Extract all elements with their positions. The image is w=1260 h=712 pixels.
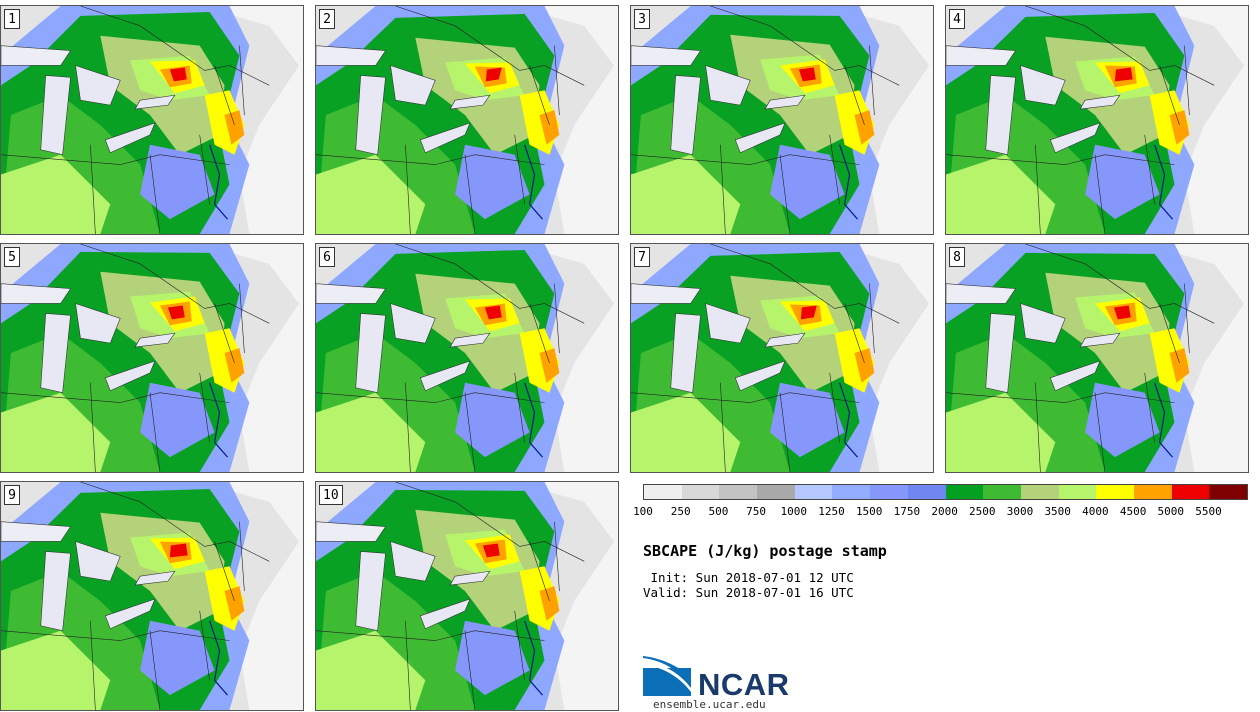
member-number-label: 5 — [4, 247, 20, 267]
site-url: ensemble.ucar.edu — [653, 698, 766, 711]
member-number-label: 1 — [4, 9, 20, 29]
sbcape-map-graphic — [1, 6, 303, 234]
colorbar-tick-label: 5500 — [1195, 505, 1222, 518]
member-number-label: 3 — [634, 9, 650, 29]
colorbar-tick-label: 3000 — [1006, 505, 1034, 518]
colorbar-tick-label: 750 — [746, 505, 767, 518]
colorbar-segment — [1096, 485, 1134, 499]
sbcape-colorbar — [643, 484, 1248, 500]
colorbar-segment — [719, 485, 758, 499]
member-number-label: 8 — [949, 247, 965, 267]
sbcape-map-graphic — [316, 6, 618, 234]
ensemble-member-map: 1 — [0, 5, 304, 235]
colorbar-tick-label: 4000 — [1082, 505, 1109, 518]
sbcape-map-graphic — [946, 6, 1248, 234]
ensemble-member-map: 9 — [0, 481, 304, 711]
colorbar-segment — [907, 485, 946, 499]
colorbar-tick-label: 1000 — [780, 505, 808, 518]
colorbar-tick-label: 1750 — [893, 505, 921, 518]
member-number-label: 2 — [319, 9, 335, 29]
ensemble-member-map: 6 — [315, 243, 619, 473]
colorbar-segment — [1133, 485, 1172, 499]
colorbar-tick-label: 500 — [708, 505, 729, 518]
colorbar-tick-label: 5000 — [1157, 505, 1185, 518]
colorbar-segment — [1058, 485, 1097, 499]
ensemble-member-map: 2 — [315, 5, 619, 235]
colorbar-segment — [1171, 485, 1210, 499]
colorbar-tick-labels: 100 250 500 750 1000 1250 1500 1750 2000 2500 3000… — [633, 505, 1253, 521]
colorbar-segment — [644, 485, 682, 499]
sbcape-map-graphic — [631, 244, 933, 472]
sbcape-map-graphic — [946, 244, 1248, 472]
colorbar-segment — [870, 485, 908, 499]
init-time: Init: Sun 2018-07-01 12 UTC — [643, 570, 854, 585]
colorbar-tick-label: 2000 — [931, 505, 958, 518]
member-number-label: 6 — [319, 247, 335, 267]
colorbar-segment — [794, 485, 833, 499]
sbcape-map-graphic — [316, 482, 618, 710]
sbcape-map-graphic — [1, 482, 303, 710]
ensemble-member-map: 8 — [945, 243, 1249, 473]
colorbar-tick-label: 2500 — [969, 505, 996, 518]
ensemble-member-map: 3 — [630, 5, 934, 235]
ensemble-member-map: 5 — [0, 243, 304, 473]
colorbar-segment — [1209, 485, 1247, 499]
colorbar-segment — [757, 485, 795, 499]
member-number-label: 4 — [949, 9, 965, 29]
map-title: SBCAPE (J/kg) postage stamp — [643, 542, 887, 560]
colorbar-tick-label: 100 — [633, 505, 653, 518]
member-number-label: 10 — [319, 485, 343, 505]
colorbar-tick-label: 1250 — [818, 505, 845, 518]
ensemble-member-map: 7 — [630, 243, 934, 473]
sbcape-map-graphic — [631, 6, 933, 234]
ncar-logo-text: NCAR — [698, 667, 790, 702]
colorbar-tick-label: 1500 — [855, 505, 883, 518]
member-number-label: 7 — [634, 247, 650, 267]
colorbar-tick-label: 3500 — [1044, 505, 1071, 518]
colorbar-segment — [1020, 485, 1059, 499]
colorbar-tick-label: 4500 — [1119, 505, 1147, 518]
colorbar-segment — [983, 485, 1021, 499]
member-number-label: 9 — [4, 485, 20, 505]
colorbar-tick-label: 250 — [670, 505, 691, 518]
colorbar-segment — [681, 485, 720, 499]
ensemble-member-map: 10 — [315, 481, 619, 711]
valid-time: Valid: Sun 2018-07-01 16 UTC — [643, 585, 854, 600]
sbcape-map-graphic — [316, 244, 618, 472]
colorbar-segment — [832, 485, 871, 499]
colorbar-segment — [945, 485, 984, 499]
ncar-logo-icon — [643, 656, 691, 696]
ensemble-member-map: 4 — [945, 5, 1249, 235]
sbcape-map-graphic — [1, 244, 303, 472]
